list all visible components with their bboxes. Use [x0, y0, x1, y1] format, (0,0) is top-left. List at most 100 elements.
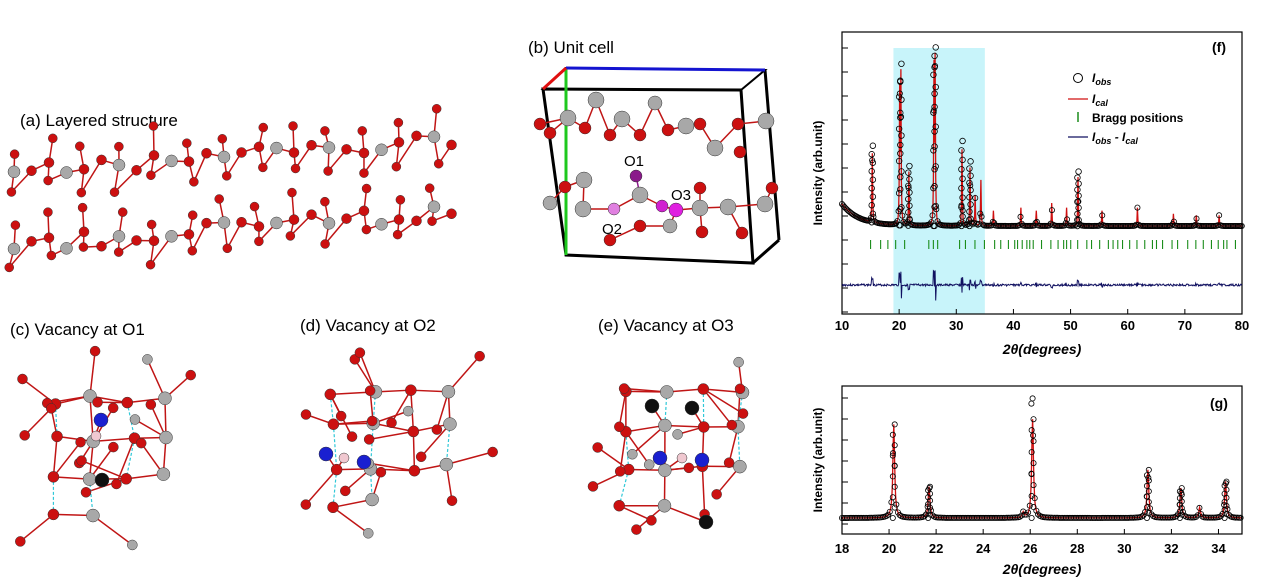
obs-point [1176, 501, 1183, 508]
atom [47, 508, 60, 521]
obs-point [925, 487, 932, 494]
obs-point [1143, 504, 1150, 511]
atom [633, 219, 647, 233]
obs-point [1030, 416, 1037, 423]
atom [9, 149, 20, 159]
atom [603, 128, 617, 142]
atom [201, 217, 212, 229]
obs-point [931, 222, 938, 230]
obs-point [1237, 514, 1244, 521]
atom [629, 169, 643, 183]
atom [90, 430, 102, 442]
atom [411, 130, 422, 142]
x-tick-label: 40 [1006, 318, 1020, 333]
atom [427, 200, 441, 214]
y-axis-label-f: Intensity (arb.unit) [811, 121, 825, 226]
atom [359, 168, 369, 178]
obs-point [1030, 460, 1037, 467]
obs-point [972, 194, 979, 201]
atom [542, 195, 558, 211]
atom [676, 452, 688, 464]
atom [320, 196, 330, 207]
obs-point [958, 166, 965, 173]
obs-point [1216, 212, 1223, 219]
atom [112, 158, 126, 172]
atom [657, 499, 672, 513]
atom [300, 499, 312, 510]
obs-point [1016, 513, 1023, 520]
atom [723, 457, 735, 468]
atom [366, 415, 378, 427]
atom [43, 175, 53, 186]
atom [78, 163, 90, 175]
panel-d-label: (d) Vacancy at O2 [300, 316, 436, 335]
atom [695, 225, 709, 239]
obs-point [889, 431, 896, 438]
atom [364, 385, 376, 396]
atom [187, 246, 198, 256]
atom [533, 117, 547, 131]
atom [693, 117, 707, 131]
obs-point [869, 142, 877, 149]
atom [60, 166, 73, 179]
obs-point [894, 218, 901, 225]
atom [358, 147, 370, 159]
obs-point [1223, 478, 1230, 485]
obs-point [897, 109, 904, 117]
obs-point [868, 219, 875, 226]
obs-point [927, 497, 934, 504]
atom [51, 430, 63, 443]
atom [217, 150, 231, 164]
atom [76, 187, 87, 198]
atom [363, 528, 374, 539]
obs-point [906, 202, 913, 209]
atom [697, 383, 710, 395]
obs-point [930, 184, 937, 192]
atom [322, 217, 336, 230]
obs-point [967, 186, 974, 194]
atom [270, 216, 283, 230]
atom [183, 229, 195, 240]
obs-point [906, 189, 913, 196]
x-tick-label: 34 [1211, 541, 1226, 556]
obs-point [927, 483, 934, 490]
atom [320, 239, 330, 249]
obs-point [891, 504, 898, 511]
atom [733, 145, 747, 159]
atom [614, 421, 625, 433]
atom [361, 183, 372, 194]
obs-point [897, 205, 904, 213]
atom [660, 385, 674, 399]
atom [290, 163, 301, 174]
obs-point [958, 185, 965, 192]
obs-point [890, 450, 897, 457]
atom [6, 187, 17, 197]
observed-points-g [839, 395, 1244, 522]
obs-point [1235, 514, 1242, 521]
atom [574, 200, 592, 218]
obs-point [966, 165, 973, 172]
obs-point [1145, 509, 1152, 516]
obs-point [883, 513, 890, 520]
obs-point [966, 194, 973, 201]
obs-point [896, 512, 903, 519]
obs-point [889, 515, 896, 522]
obs-point [932, 163, 939, 170]
atom [734, 383, 746, 395]
obs-point [1178, 485, 1185, 492]
atom [393, 117, 404, 128]
atom [129, 414, 141, 425]
atom [287, 187, 297, 198]
x-axis-label-f: 2θ(degrees) [1002, 341, 1082, 357]
obs-point [931, 64, 938, 71]
obs-point [959, 194, 966, 201]
x-axis-label-g: 2θ(degrees) [1002, 561, 1082, 577]
obs-point [906, 215, 913, 223]
obs-point [930, 71, 937, 78]
atom [706, 139, 724, 157]
obs-point [1170, 218, 1177, 225]
obs-point [925, 501, 932, 508]
x-tick-label: 60 [1120, 318, 1134, 333]
atom [75, 436, 86, 448]
obs-point [929, 512, 936, 519]
